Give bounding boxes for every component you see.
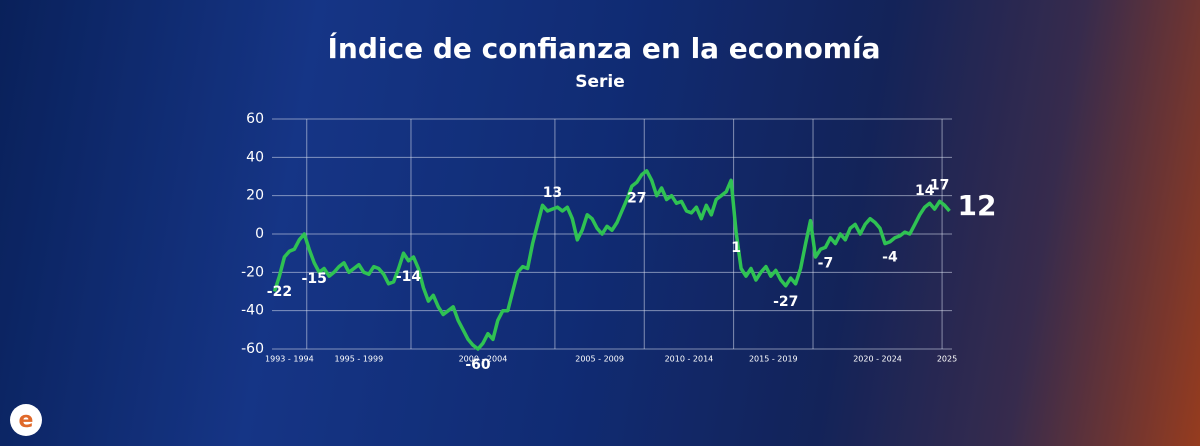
- y-tick-label: 20: [246, 188, 264, 204]
- data-label: -4: [882, 250, 898, 266]
- data-label: -27: [773, 294, 798, 310]
- y-tick-label: 40: [246, 149, 264, 165]
- data-label: -14: [396, 269, 422, 285]
- x-tick-label: 1993 - 1994: [265, 355, 314, 364]
- x-tick-label: 2025: [937, 355, 957, 364]
- chart-subtitle: Serie: [575, 72, 625, 92]
- y-tick-label: 0: [255, 226, 264, 242]
- data-label: 12: [958, 189, 997, 222]
- x-tick-label: 2020 - 2024: [853, 355, 902, 364]
- data-label: 14: [915, 183, 935, 199]
- x-tick-label: 2000 - 2004: [459, 355, 508, 364]
- logo-letter: e: [19, 408, 34, 433]
- logo: [10, 404, 42, 436]
- y-tick-label: -40: [241, 303, 264, 319]
- data-label: -22: [267, 284, 292, 300]
- data-label: 13: [543, 185, 562, 201]
- x-tick-label: 2010 - 2014: [665, 355, 714, 364]
- data-label: 27: [627, 190, 646, 206]
- y-tick-label: 60: [246, 111, 264, 127]
- x-tick-label: 1995 - 1999: [335, 355, 384, 364]
- y-tick-label: -20: [241, 264, 264, 280]
- data-label: -15: [302, 271, 327, 287]
- x-tick-label: 2015 - 2019: [749, 355, 798, 364]
- data-label: 17: [930, 177, 949, 193]
- line: [272, 169, 951, 351]
- data-label: 1: [731, 240, 741, 256]
- data-label: -60: [465, 357, 491, 373]
- x-tick-label: 2005 - 2009: [575, 355, 624, 364]
- data-label: -7: [818, 255, 834, 271]
- chart-title: Índice de confianza en la economía: [328, 31, 881, 65]
- y-tick-label: -60: [241, 341, 264, 357]
